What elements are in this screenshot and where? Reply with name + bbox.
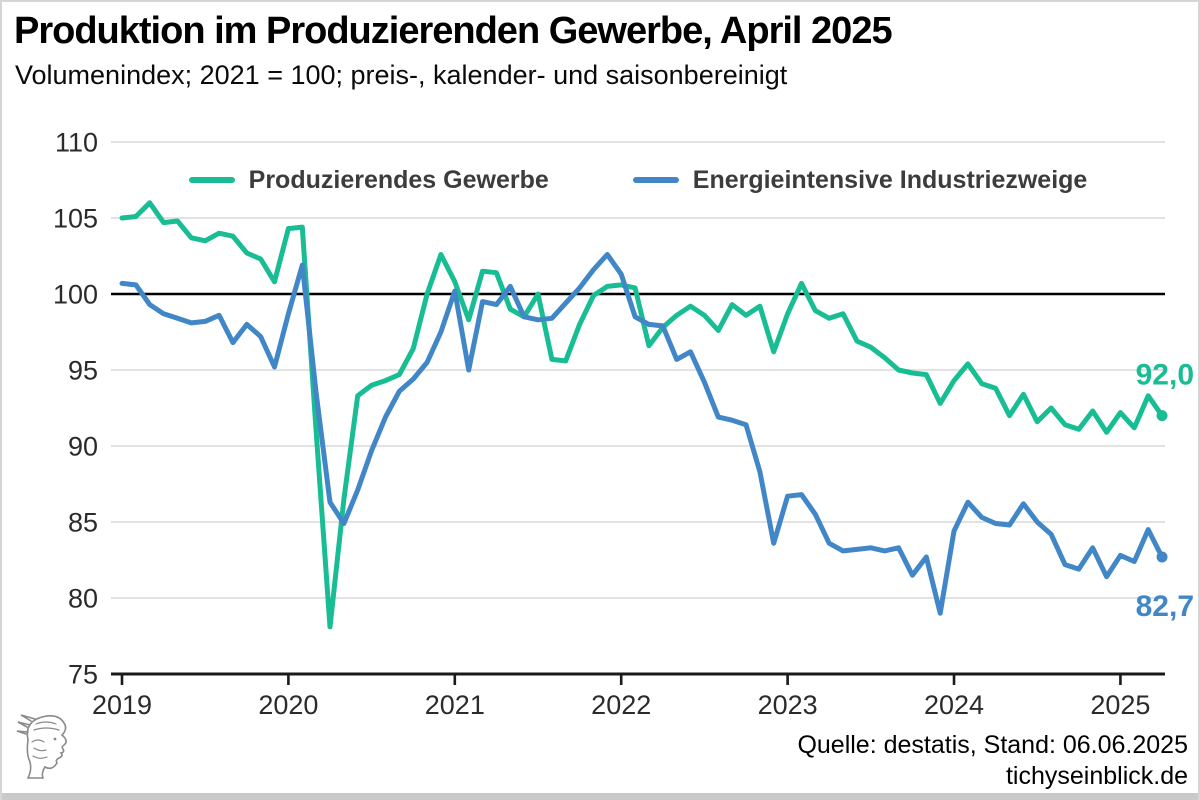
series-line-energieintensive-industriezweige	[119, 252, 1165, 616]
x-axis-tick-label-2022: 2022	[591, 690, 651, 720]
bottom-divider-bar	[2, 793, 1198, 800]
y-axis-tick-label-105: 105	[53, 204, 98, 234]
green-line-swatch-icon	[188, 177, 235, 183]
y-axis-tick-label-75: 75	[68, 660, 98, 690]
page-subtitle: Volumenindex; 2021 = 100; preis-, kalend…	[15, 60, 788, 90]
website-link[interactable]: tichyseinblick.de	[1005, 762, 1188, 790]
y-axis-tick-label-110: 110	[55, 128, 98, 158]
source-line: Quelle: destatis, Stand: 06.06.2025	[797, 731, 1188, 759]
hermes-head-engraving-icon	[16, 714, 67, 779]
x-axis-tick-label-2023: 2023	[758, 690, 818, 720]
series-line-produzierendes-gewerbe	[119, 200, 1165, 630]
legend-label: Energieintensive Industriezweige	[692, 165, 1088, 194]
tichys-einblick-logo	[14, 708, 74, 780]
end-value-label-green: 92,0	[1136, 359, 1194, 392]
source-block: Quelle: destatis, Stand: 06.06.2025 tich…	[488, 730, 1188, 792]
y-axis-tick-label-95: 95	[68, 356, 98, 386]
y-axis-tick-label-80: 80	[68, 584, 98, 614]
legend-item-energieintensive-industriezweige: Energieintensive Industriezweige	[632, 165, 1088, 195]
page-title: Produktion im Produzierenden Gewerbe, Ap…	[14, 10, 893, 52]
last-value-dot-blue	[1156, 551, 1168, 563]
legend-label: Produzierendes Gewerbe	[248, 165, 549, 194]
blue-line-swatch-icon	[632, 177, 679, 183]
x-axis-tick-label-2024: 2024	[924, 690, 984, 720]
end-value-label-blue: 82,7	[1136, 590, 1194, 623]
y-axis-tick-label-85: 85	[68, 508, 98, 538]
x-axis-tick-label-2020: 2020	[258, 690, 318, 720]
legend-item-produzierendes-gewerbe: Produzierendes Gewerbe	[188, 165, 549, 195]
last-value-dot-green	[1156, 410, 1168, 422]
x-axis-tick-label-2019: 2019	[92, 690, 152, 720]
x-axis-tick-label-2021: 2021	[425, 690, 485, 720]
chart-legend: Produzierendes Gewerbe Energieintensive …	[111, 162, 1165, 198]
x-axis-tick-label-2025: 2025	[1090, 690, 1150, 720]
y-axis-tick-label-90: 90	[68, 432, 98, 462]
y-axis-tick-label-100: 100	[53, 280, 98, 310]
